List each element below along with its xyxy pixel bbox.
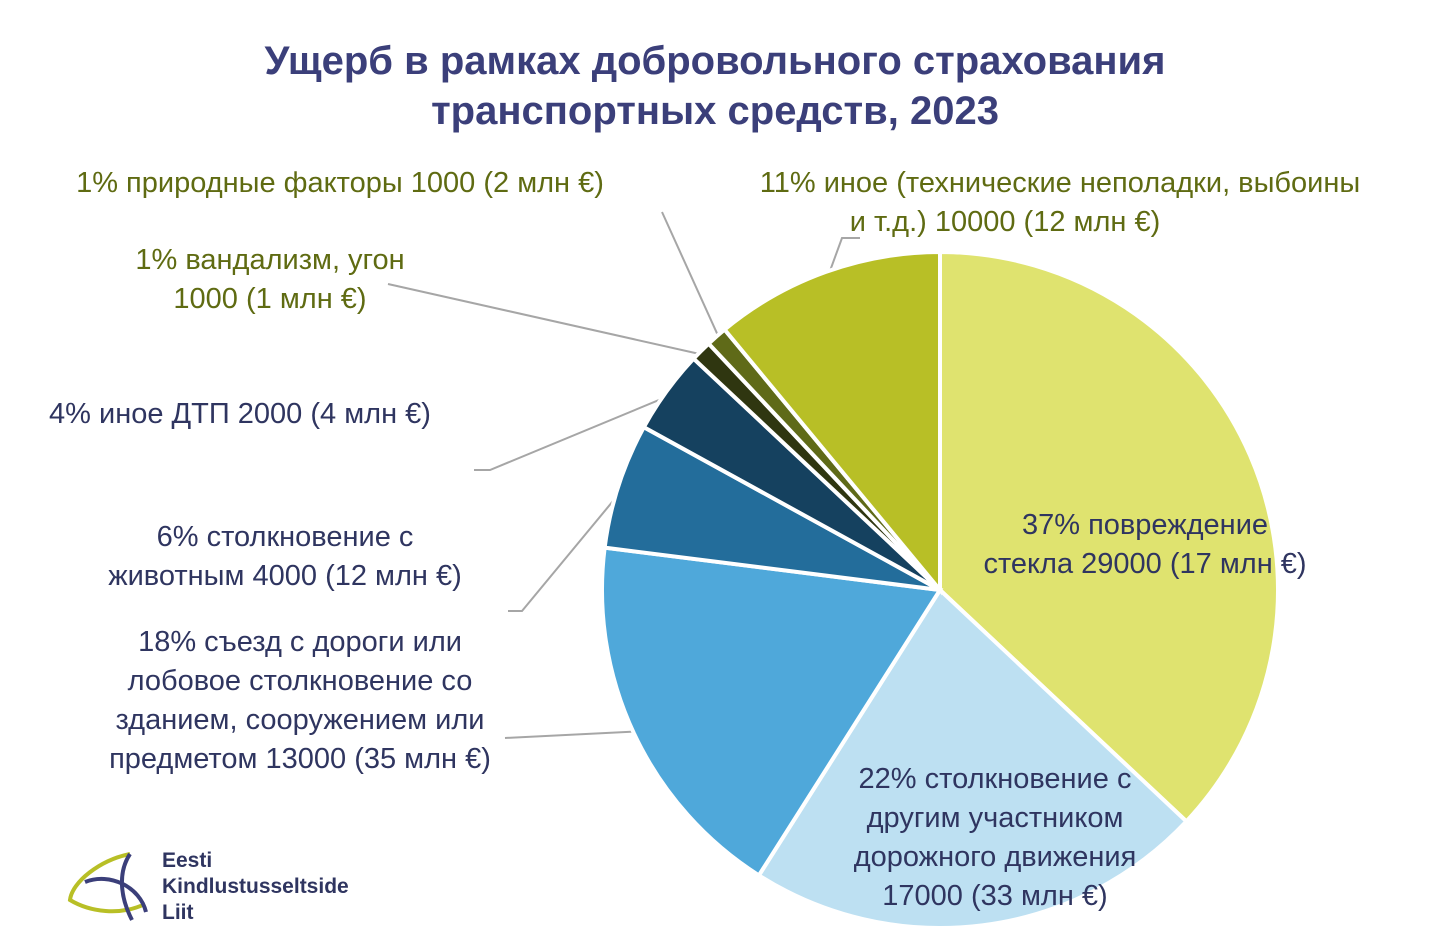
pie-slice-glass [938, 249, 1280, 825]
pie-slice-off-road [600, 545, 944, 879]
leader-line-other [826, 237, 860, 278]
leader-line-other-accident [474, 393, 672, 471]
chart-title-line-2: транспортных средств, 2023 [431, 89, 999, 133]
slice-label-collision-road-user: 22% столкновение с другим участником дор… [853, 763, 1137, 912]
slice-label-off-road: 18% съезд с дороги или лобовое столкнове… [109, 626, 491, 775]
logo-mark-icon [67, 852, 148, 921]
leader-line-vandalism [387, 283, 706, 357]
logo-text: Eesti Kindlustusseltside Liit [162, 848, 349, 926]
chart-title: Ущерб в рамках добровольного страхования… [110, 36, 1320, 136]
slice-label-natural: 1% природные факторы 1000 (2 млн €) [76, 167, 604, 199]
logo-line-3: Liit [162, 901, 194, 924]
logo-line-2: Kindlustusseltside [162, 875, 349, 898]
leader-line-natural [661, 211, 722, 342]
logo [67, 852, 148, 921]
leader-line-off-road [504, 730, 640, 739]
leader-line-animal [508, 486, 626, 612]
chart-title-line-1: Ущерб в рамках добровольного страхования [264, 39, 1166, 83]
logo-line-1: Eesti [162, 849, 213, 872]
pie-slice-animal [602, 424, 941, 592]
slice-label-animal: 6% столкновение с животным 4000 (12 млн … [108, 521, 462, 592]
slice-label-other-accident: 4% иное ДТП 2000 (4 млн €) [49, 398, 431, 430]
slice-label-vandalism: 1% вандализм, угон 1000 (1 млн €) [135, 244, 405, 315]
pie-slices [600, 249, 1280, 930]
leader-lines [387, 211, 860, 739]
pie-slice-collision-road-user [756, 586, 1190, 930]
slice-label-glass: 37% повреждение стекла 29000 (17 млн €) [983, 509, 1307, 580]
pie-slice-other [721, 249, 942, 596]
slice-label-other: 11% иное (технические неполадки, выбоины… [759, 167, 1361, 238]
